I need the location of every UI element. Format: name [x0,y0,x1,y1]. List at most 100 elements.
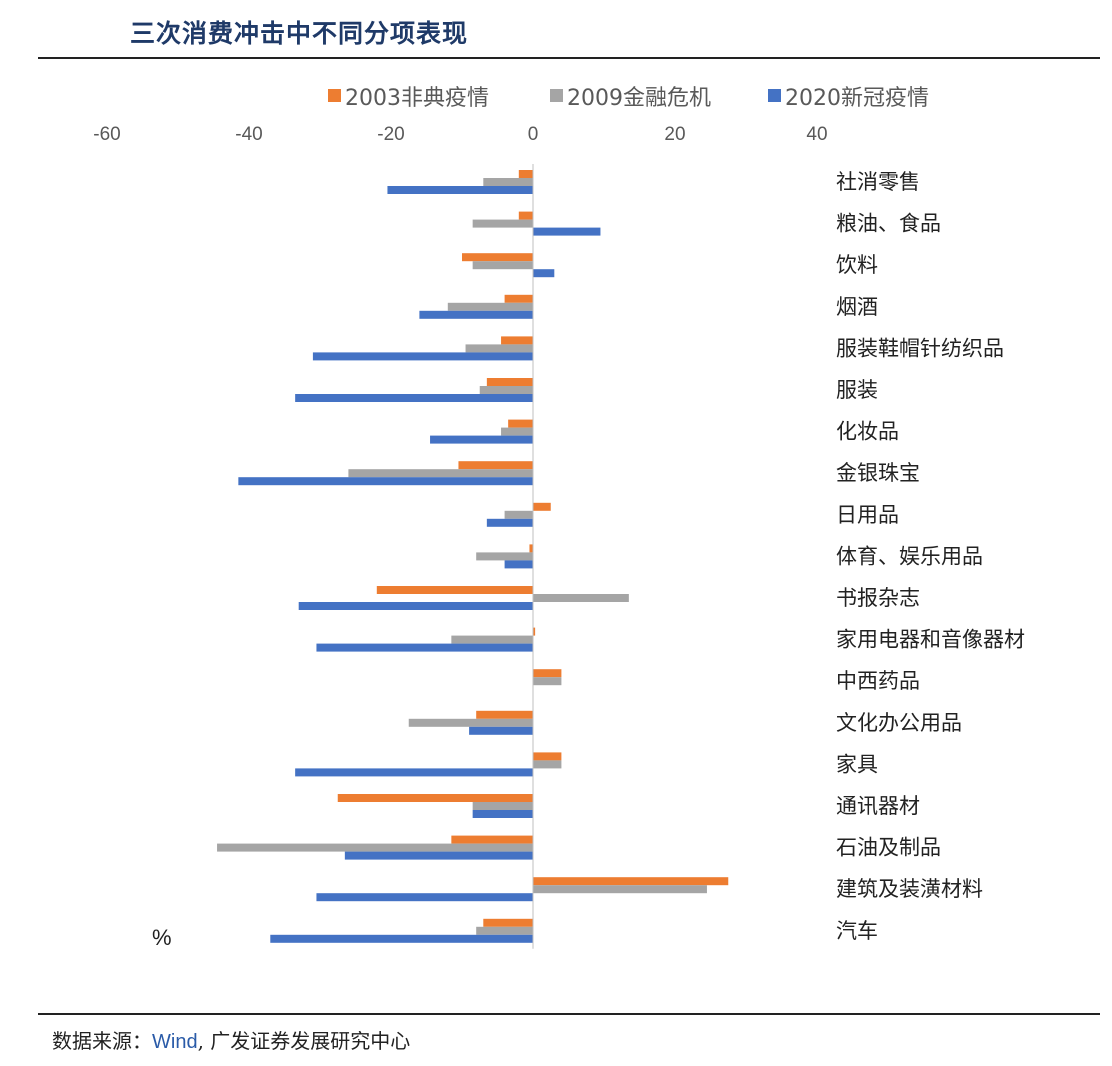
category-label: 通讯器材 [836,794,920,818]
legend-swatch-0 [328,89,341,102]
bar-4-2 [312,352,533,361]
category-label: 烟酒 [836,295,878,319]
bar-18-0 [483,918,533,927]
bar-12-1 [533,677,562,686]
bar-0-2 [387,186,533,194]
bar-17-1 [533,885,707,894]
bar-1-2 [533,227,601,236]
bar-11-0 [533,627,536,636]
bar-12-0 [533,669,562,678]
category-label: 粮油、食品 [836,212,941,236]
bar-8-2 [486,518,533,527]
bar-18-2 [270,934,533,943]
bar-17-2 [316,893,533,902]
bar-6-1 [501,427,533,436]
x-tick-label: -60 [93,124,120,145]
bar-11-2 [316,643,533,652]
bar-3-2 [419,310,533,319]
bar-16-0 [451,835,533,844]
bar-9-2 [504,560,533,569]
legend: 2003非典疫情 2009金融危机 2020新冠疫情 [328,86,929,111]
category-label: 中西药品 [836,669,920,693]
bar-5-0 [486,378,533,386]
bar-6-2 [430,435,533,444]
bar-5-2 [295,394,533,402]
bar-7-1 [348,469,533,478]
bars [217,170,729,943]
x-tick-label: -20 [377,124,404,145]
legend-label-0: 2003非典疫情 [345,86,489,111]
bar-14-1 [533,760,562,769]
bar-8-1 [504,510,533,519]
legend-swatch-1 [550,89,563,102]
category-label: 服装 [836,378,878,402]
category-label: 家具 [836,752,878,776]
bar-2-0 [462,253,533,262]
x-tick-label: 40 [806,124,827,145]
bar-14-2 [295,768,533,777]
bar-4-0 [501,336,533,345]
x-tick-label: -40 [235,124,262,145]
category-label: 社消零售 [836,170,920,194]
bar-9-1 [476,552,533,561]
bar-18-1 [476,926,533,935]
bar-10-0 [376,586,533,594]
bar-7-0 [458,461,533,470]
bar-15-2 [472,810,533,818]
bar-6-0 [508,419,533,428]
category-label: 汽车 [836,919,878,943]
bottom-rule [38,1013,1100,1015]
legend-swatch-2 [768,89,781,102]
bar-2-1 [472,261,533,270]
bar-2-2 [533,269,555,278]
bar-3-0 [504,294,533,303]
category-label: 家用电器和音像器材 [836,628,1025,652]
bar-10-1 [533,594,629,602]
unit-label: % [152,925,172,950]
category-label: 书报杂志 [836,586,920,610]
bar-13-1 [408,718,533,727]
bar-15-0 [337,794,533,802]
category-label: 石油及制品 [836,836,941,860]
bar-5-1 [479,386,533,394]
bar-0-0 [518,170,533,178]
category-label: 文化办公用品 [836,711,962,735]
x-tick-label: 0 [528,124,539,145]
bar-16-1 [217,843,534,852]
bar-chart: 2003非典疫情 2009金融危机 2020新冠疫情 -60 -40 -20 0 20 40 … [93,86,1025,950]
bar-14-0 [533,752,562,761]
top-rule [38,57,1100,59]
source-note: 数据来源：Wind, 广发证券发展研究中心 [52,1025,410,1054]
category-label: 建筑及装潢材料 [836,877,983,901]
bar-13-0 [476,710,533,719]
bar-4-1 [465,344,533,353]
category-labels: 社消零售粮油、食品饮料烟酒服装鞋帽针纺织品服装化妆品金银珠宝日用品体育、娱乐用品… [836,170,1025,943]
category-label: 化妆品 [836,420,899,444]
x-axis-ticks: -60 -40 -20 0 20 40 [93,124,827,145]
bar-11-1 [451,635,533,644]
source-prefix: 数据来源： [52,1029,152,1053]
bar-1-0 [518,211,533,220]
category-label: 日用品 [836,503,899,527]
bar-1-1 [472,219,533,228]
bar-13-2 [469,726,533,735]
bar-3-1 [447,302,533,311]
legend-label-1: 2009金融危机 [567,86,711,111]
x-tick-label: 20 [664,124,685,145]
bar-17-0 [533,877,729,886]
bar-8-0 [533,502,551,511]
bar-16-2 [344,851,533,860]
bar-15-1 [472,802,533,810]
bar-7-2 [238,477,533,486]
chart-title: 三次消费冲击中不同分项表现 [130,19,469,48]
bar-10-2 [298,602,533,610]
category-label: 金银珠宝 [836,461,920,485]
category-label: 服装鞋帽针纺织品 [836,336,1004,360]
source-suffix: , 广发证券发展研究中心 [197,1029,411,1053]
source-wind: Wind [152,1031,198,1053]
bar-9-0 [529,544,533,553]
bar-0-1 [483,178,533,186]
legend-label-2: 2020新冠疫情 [785,86,929,111]
category-label: 饮料 [836,253,878,277]
category-label: 体育、娱乐用品 [836,544,983,568]
